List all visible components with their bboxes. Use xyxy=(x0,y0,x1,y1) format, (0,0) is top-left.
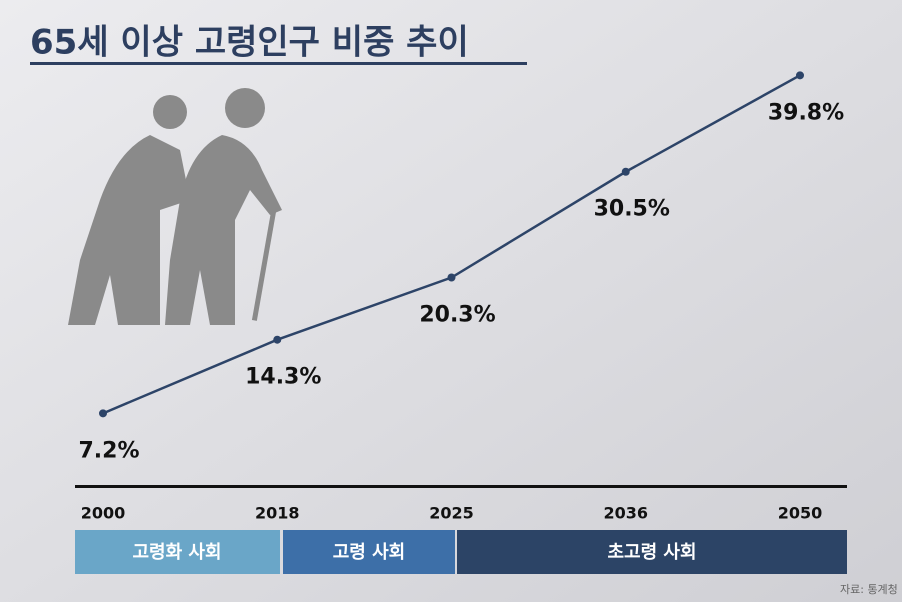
x-tick-label: 2018 xyxy=(255,504,300,523)
x-axis-line xyxy=(75,485,847,488)
stage-label: 초고령 사회 xyxy=(607,542,696,563)
x-tick-label: 2036 xyxy=(603,504,648,523)
data-point xyxy=(621,167,630,176)
data-label: 39.8% xyxy=(768,100,844,125)
elderly-couple-icon xyxy=(68,88,282,325)
data-label: 30.5% xyxy=(594,197,670,222)
title-underline xyxy=(30,62,527,65)
data-label: 14.3% xyxy=(245,365,321,390)
data-label: 20.3% xyxy=(419,303,495,328)
source-note: 자료: 통계청 xyxy=(840,583,898,596)
data-label: 7.2% xyxy=(78,438,139,463)
x-tick-label: 2050 xyxy=(778,504,823,523)
x-tick-label: 2000 xyxy=(81,504,126,523)
x-tick-label: 2025 xyxy=(429,504,474,523)
stage-band xyxy=(457,530,847,574)
chart-title: 65세 이상 고령인구 비중 추이 xyxy=(30,23,469,63)
data-point xyxy=(273,335,282,344)
data-point xyxy=(99,409,107,418)
data-point xyxy=(447,273,456,282)
stage-band xyxy=(75,530,280,574)
stage-label: 고령화 사회 xyxy=(132,542,221,563)
stage-label: 고령 사회 xyxy=(333,542,406,563)
data-point xyxy=(796,71,804,80)
stage-band xyxy=(283,530,455,574)
